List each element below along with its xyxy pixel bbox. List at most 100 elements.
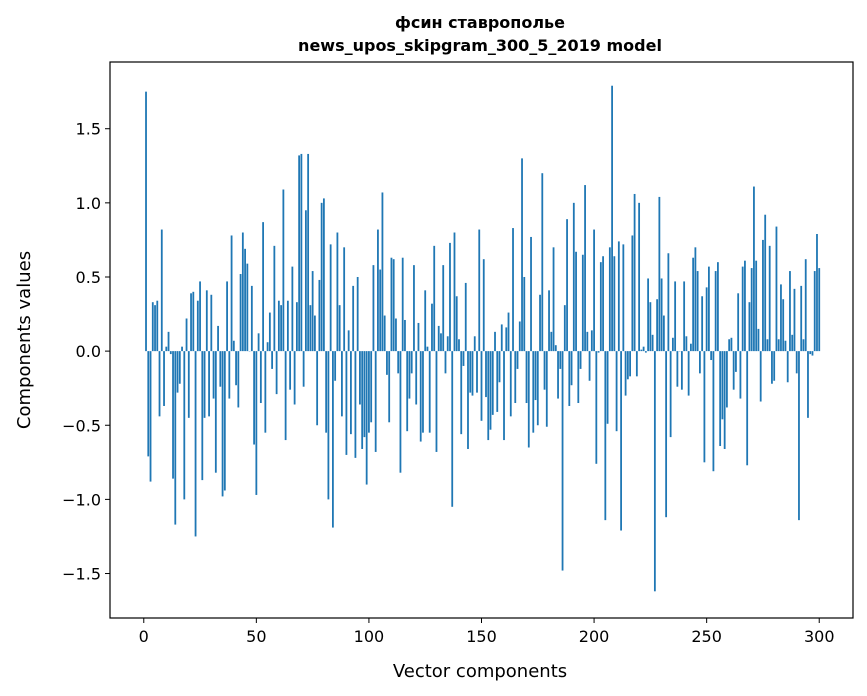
bar-component-275 (762, 239, 764, 352)
bar-component-99 (365, 351, 368, 485)
bar-component-262 (732, 351, 735, 390)
bar-component-70 (300, 153, 303, 352)
bar-component-233 (667, 253, 670, 352)
bar-component-290 (795, 351, 798, 374)
bar-component-100 (368, 351, 370, 433)
bar-component-40 (232, 340, 235, 352)
x-axis: 0 50 100 150 200 250 300 (139, 618, 835, 646)
bar-component-205 (604, 351, 607, 521)
bar-component-252 (710, 351, 713, 361)
x-tick-label: 300 (804, 627, 835, 646)
bar-component-80 (322, 198, 325, 352)
bar-component-87 (338, 305, 341, 352)
bar-component-254 (714, 271, 717, 352)
bar-component-150 (480, 351, 483, 421)
bar-component-103 (374, 351, 377, 452)
bar-component-152 (485, 351, 487, 398)
bar-component-3 (149, 351, 152, 482)
bar-component-266 (741, 266, 744, 352)
bar-component-98 (363, 351, 366, 438)
bar-component-54 (264, 351, 267, 433)
bar-component-269 (748, 302, 751, 352)
x-tick-label: 250 (691, 627, 722, 646)
bar-component-249 (703, 351, 706, 463)
bar-component-122 (417, 322, 420, 352)
bar-component-267 (744, 260, 746, 352)
bar-component-281 (775, 226, 778, 352)
bar-component-206 (606, 351, 609, 424)
bar-component-166 (516, 351, 519, 369)
bar-component-52 (259, 351, 262, 404)
bar-component-68 (295, 302, 298, 352)
bar-component-187 (563, 305, 566, 352)
bar-component-12 (169, 351, 172, 355)
bar-component-202 (597, 351, 600, 353)
bar-component-78 (318, 279, 321, 352)
bar-component-194 (579, 351, 582, 369)
bar-component-248 (701, 296, 704, 352)
bar-component-113 (397, 351, 400, 374)
bar-component-146 (471, 351, 474, 396)
bar-component-287 (789, 271, 791, 352)
bar-component-4 (151, 302, 154, 352)
bar-component-264 (737, 293, 740, 352)
bar-component-88 (341, 351, 343, 417)
bar-component-253 (712, 351, 715, 472)
bar-component-85 (334, 351, 337, 381)
bar-component-291 (798, 351, 800, 521)
bar-component-212 (620, 351, 622, 531)
y-tick-label: 1.5 (76, 120, 101, 139)
bar-component-227 (653, 351, 656, 592)
bar-component-260 (728, 339, 731, 352)
bar-component-77 (316, 351, 319, 426)
bar-component-74 (309, 305, 312, 352)
bar-component-223 (644, 351, 647, 353)
bar-component-217 (631, 235, 634, 352)
bar-component-224 (647, 278, 650, 352)
bar-component-261 (730, 337, 733, 352)
bar-component-76 (313, 315, 316, 352)
bar-component-239 (680, 351, 683, 390)
bar-component-86 (336, 232, 339, 352)
bar-component-176 (539, 294, 541, 352)
bar-component-9 (163, 351, 165, 406)
bar-component-230 (660, 278, 663, 352)
y-axis: −1.5 −1.0 −0.5 0.0 0.5 1.0 1.5 (62, 120, 110, 584)
bar-component-38 (228, 351, 231, 399)
bar-component-171 (527, 351, 530, 448)
bar-component-69 (298, 155, 301, 352)
bar-component-198 (588, 351, 591, 381)
bar-component-60 (277, 300, 280, 352)
bar-component-58 (273, 245, 276, 352)
bar-component-95 (356, 276, 359, 352)
bar-component-183 (554, 345, 557, 352)
bar-component-139 (455, 296, 458, 352)
bar-component-2 (147, 351, 150, 457)
bar-component-182 (552, 247, 555, 352)
y-tick-label: −1.5 (62, 565, 101, 584)
bar-component-151 (482, 259, 485, 352)
bar-component-21 (190, 293, 192, 352)
bar-component-197 (586, 331, 589, 352)
x-tick-label: 100 (354, 627, 385, 646)
bar-component-218 (633, 193, 636, 352)
bar-component-57 (271, 351, 274, 369)
bar-component-81 (325, 351, 328, 433)
bar-component-31 (212, 351, 215, 399)
bar-component-18 (183, 351, 186, 500)
bar-component-1 (145, 91, 147, 352)
bar-component-258 (723, 351, 726, 449)
bar-component-282 (777, 339, 780, 352)
bar-component-220 (638, 202, 641, 352)
bar-component-173 (532, 351, 535, 433)
bar-component-11 (167, 331, 170, 352)
bar-component-225 (649, 302, 652, 352)
bar-component-118 (408, 351, 411, 399)
bar-component-272 (755, 260, 758, 352)
bar-component-110 (390, 257, 393, 352)
bar-component-36 (223, 351, 226, 491)
bar-component-108 (386, 351, 388, 375)
bar-component-97 (361, 351, 364, 449)
bar-component-92 (350, 351, 352, 435)
bar-component-285 (784, 340, 787, 352)
